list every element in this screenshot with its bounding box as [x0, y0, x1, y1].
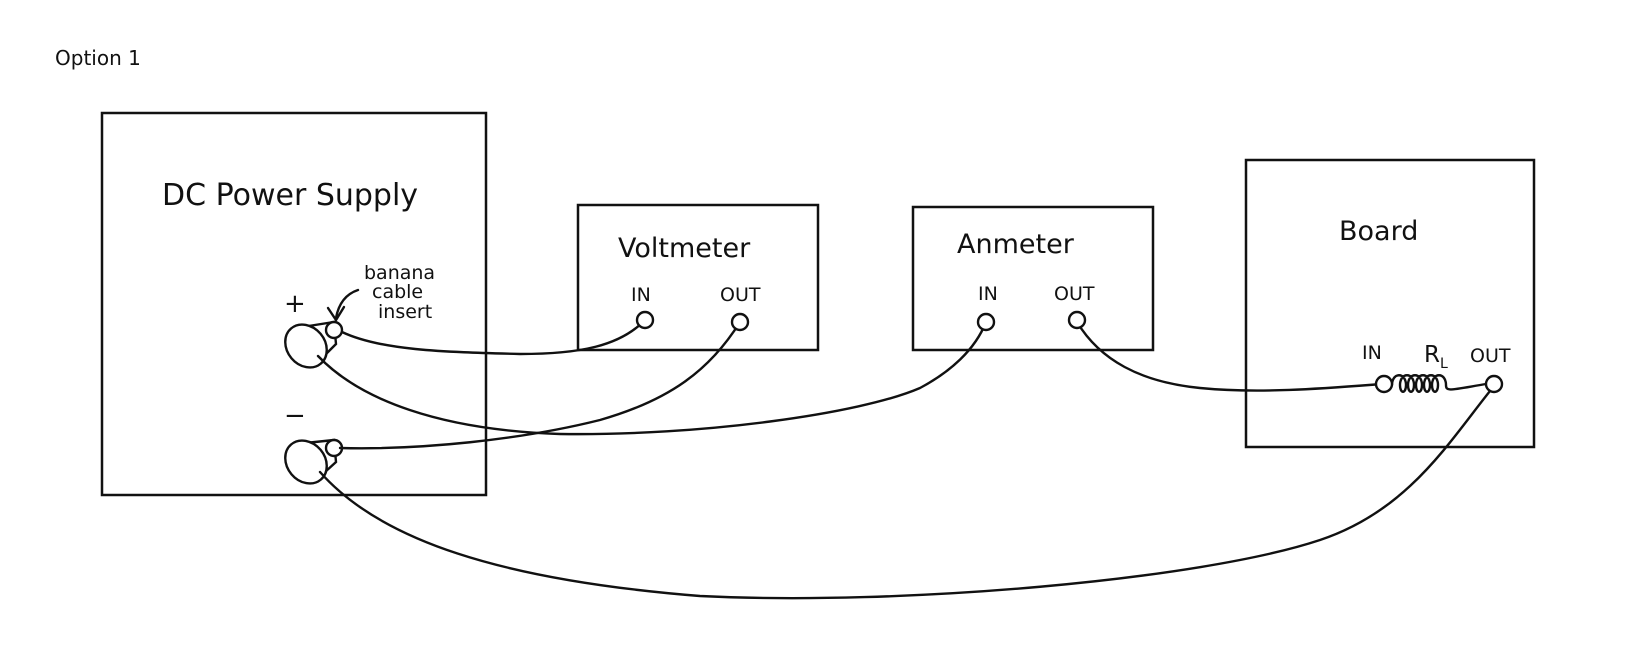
wire-minus-to-board-out: [318, 384, 1496, 600]
plus-banana-plug: [284, 320, 344, 369]
ammeter-in-terminal: [976, 312, 996, 332]
voltmeter-title: Voltmeter: [618, 233, 751, 264]
note-line-2: cable: [372, 281, 423, 303]
note-line-3: insert: [378, 301, 432, 323]
wire-plus-to-voltmeter-in: [340, 318, 647, 356]
note-arrow: [334, 288, 360, 320]
power-supply-title: DC Power Supply: [162, 178, 418, 213]
voltmeter-out-terminal: [730, 312, 750, 332]
ammeter-title: Anmeter: [957, 229, 1075, 260]
option-label: Option 1: [55, 46, 141, 70]
ammeter-out-label: OUT: [1054, 283, 1095, 305]
resistor-label: RL: [1424, 342, 1448, 372]
wire-ammeter-out-to-board-in: [1075, 320, 1384, 392]
board-out-label: OUT: [1470, 345, 1511, 367]
ammeter-out-terminal: [1067, 310, 1087, 330]
voltmeter-box: [576, 203, 820, 352]
minus-banana-plug: [284, 438, 344, 485]
note-line-1: banana: [364, 262, 435, 284]
resistor-coil: [1390, 374, 1488, 393]
board-in-terminal: [1374, 374, 1394, 394]
minus-label: −: [284, 401, 306, 431]
power-supply-box: [100, 111, 488, 497]
wire-plus-to-ammeter-in: [316, 320, 988, 436]
board-title: Board: [1339, 216, 1418, 247]
wire-minus-to-voltmeter-out: [338, 320, 742, 450]
board-box: [1244, 158, 1536, 449]
plus-label: +: [284, 289, 306, 319]
board-out-terminal: [1484, 374, 1504, 394]
voltmeter-in-label: IN: [631, 284, 651, 306]
note-arrowhead: [326, 305, 346, 323]
voltmeter-out-label: OUT: [720, 284, 761, 306]
board-in-label: IN: [1362, 342, 1382, 364]
voltmeter-in-terminal: [635, 310, 655, 330]
ammeter-in-label: IN: [978, 283, 998, 305]
ammeter-box: [911, 205, 1155, 352]
